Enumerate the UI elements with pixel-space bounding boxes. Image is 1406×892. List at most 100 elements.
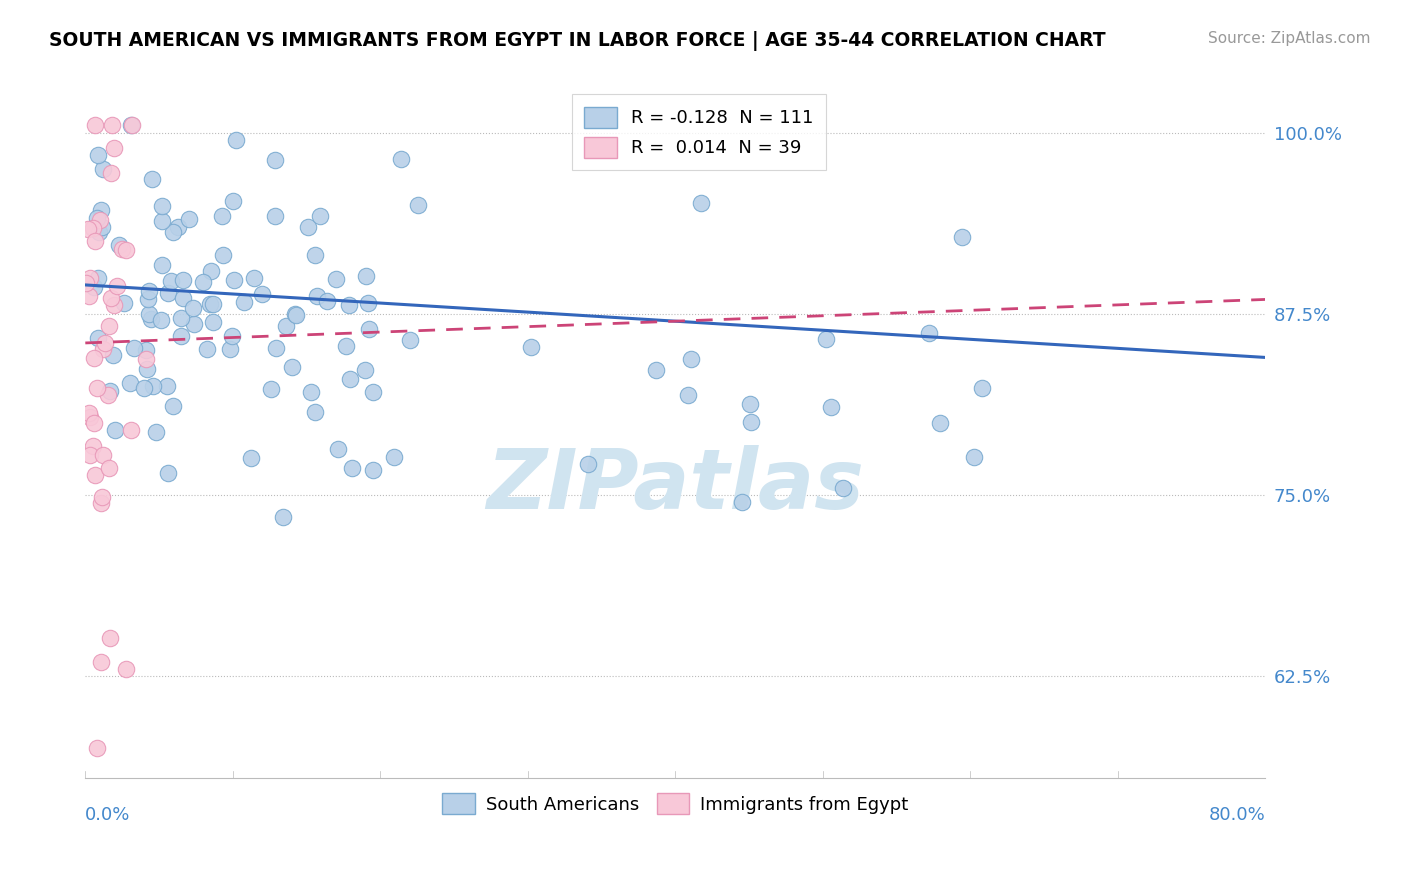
Point bbox=[179, 211, 201, 226]
Point bbox=[170, 329, 193, 343]
Point bbox=[115, 243, 138, 257]
Point bbox=[100, 292, 122, 306]
Point bbox=[86, 381, 108, 395]
Point bbox=[77, 406, 100, 420]
Point bbox=[337, 298, 360, 312]
Text: Source: ZipAtlas.com: Source: ZipAtlas.com bbox=[1208, 31, 1371, 46]
Point bbox=[97, 388, 120, 402]
Point bbox=[195, 343, 218, 357]
Point bbox=[98, 632, 121, 646]
Point bbox=[221, 329, 243, 343]
Point bbox=[276, 319, 298, 334]
Point bbox=[399, 333, 422, 347]
Point bbox=[309, 209, 332, 223]
Point bbox=[325, 271, 347, 285]
Point bbox=[87, 148, 110, 162]
Point bbox=[326, 442, 349, 456]
Point bbox=[156, 467, 179, 481]
Point bbox=[211, 209, 233, 223]
Point bbox=[198, 297, 221, 311]
Text: ZIPatlas: ZIPatlas bbox=[486, 445, 865, 526]
Point bbox=[135, 351, 157, 366]
Point bbox=[87, 271, 110, 285]
Point bbox=[79, 409, 101, 424]
Point bbox=[221, 194, 243, 209]
Point bbox=[172, 273, 194, 287]
Point bbox=[831, 481, 853, 495]
Point bbox=[91, 220, 114, 235]
Point bbox=[156, 285, 179, 300]
Point bbox=[738, 397, 761, 411]
Point bbox=[150, 214, 173, 228]
Point bbox=[98, 318, 121, 333]
Point bbox=[304, 405, 326, 419]
Point bbox=[264, 209, 287, 223]
Point bbox=[242, 271, 264, 285]
Point bbox=[83, 468, 105, 483]
Point bbox=[576, 458, 599, 472]
Point bbox=[408, 198, 430, 212]
Point bbox=[740, 415, 762, 429]
Point bbox=[224, 273, 246, 287]
Point bbox=[316, 293, 339, 308]
Point bbox=[136, 292, 159, 306]
Y-axis label: In Labor Force | Age 35-44: In Labor Force | Age 35-44 bbox=[0, 320, 8, 540]
Point bbox=[918, 326, 941, 341]
Point bbox=[963, 450, 986, 465]
Point bbox=[103, 141, 125, 155]
Text: SOUTH AMERICAN VS IMMIGRANTS FROM EGYPT IN LABOR FORCE | AGE 35-44 CORRELATION C: SOUTH AMERICAN VS IMMIGRANTS FROM EGYPT … bbox=[49, 31, 1107, 51]
Point bbox=[89, 213, 111, 227]
Point bbox=[84, 119, 107, 133]
Point bbox=[307, 288, 329, 302]
Point bbox=[79, 448, 101, 462]
Point bbox=[162, 399, 184, 413]
Point bbox=[91, 491, 114, 505]
Point bbox=[280, 359, 302, 374]
Point bbox=[340, 461, 363, 475]
Point bbox=[389, 153, 412, 167]
Point bbox=[284, 307, 307, 321]
Point bbox=[150, 199, 173, 213]
Point bbox=[150, 313, 173, 327]
Point bbox=[83, 351, 105, 365]
Point bbox=[353, 362, 375, 376]
Point bbox=[91, 448, 114, 462]
Point bbox=[183, 318, 205, 332]
Point bbox=[359, 321, 381, 335]
Point bbox=[239, 450, 262, 465]
Point bbox=[139, 311, 162, 326]
Point bbox=[82, 439, 104, 453]
Point bbox=[519, 340, 541, 354]
Point bbox=[97, 461, 120, 475]
Point bbox=[679, 352, 702, 367]
Point bbox=[676, 387, 699, 401]
Point bbox=[142, 378, 165, 392]
Point bbox=[118, 376, 141, 391]
Point bbox=[136, 362, 159, 376]
Point bbox=[138, 307, 160, 321]
Point bbox=[160, 274, 183, 288]
Point bbox=[928, 416, 950, 430]
Point bbox=[77, 222, 100, 236]
Point bbox=[815, 333, 838, 347]
Point bbox=[172, 291, 194, 305]
Point bbox=[357, 295, 380, 310]
Point bbox=[335, 339, 357, 353]
Point bbox=[645, 363, 668, 377]
Point bbox=[91, 162, 114, 177]
Point bbox=[75, 277, 97, 291]
Point bbox=[86, 740, 108, 755]
Point bbox=[87, 225, 110, 239]
Point bbox=[191, 275, 214, 289]
Point bbox=[120, 423, 142, 437]
Point bbox=[122, 341, 145, 355]
Point bbox=[264, 153, 287, 168]
Point bbox=[79, 288, 101, 302]
Point bbox=[260, 382, 283, 396]
Point bbox=[166, 219, 188, 234]
Point bbox=[90, 655, 112, 669]
Point bbox=[79, 271, 101, 285]
Point bbox=[111, 242, 134, 256]
Point bbox=[91, 343, 114, 357]
Point bbox=[972, 381, 994, 395]
